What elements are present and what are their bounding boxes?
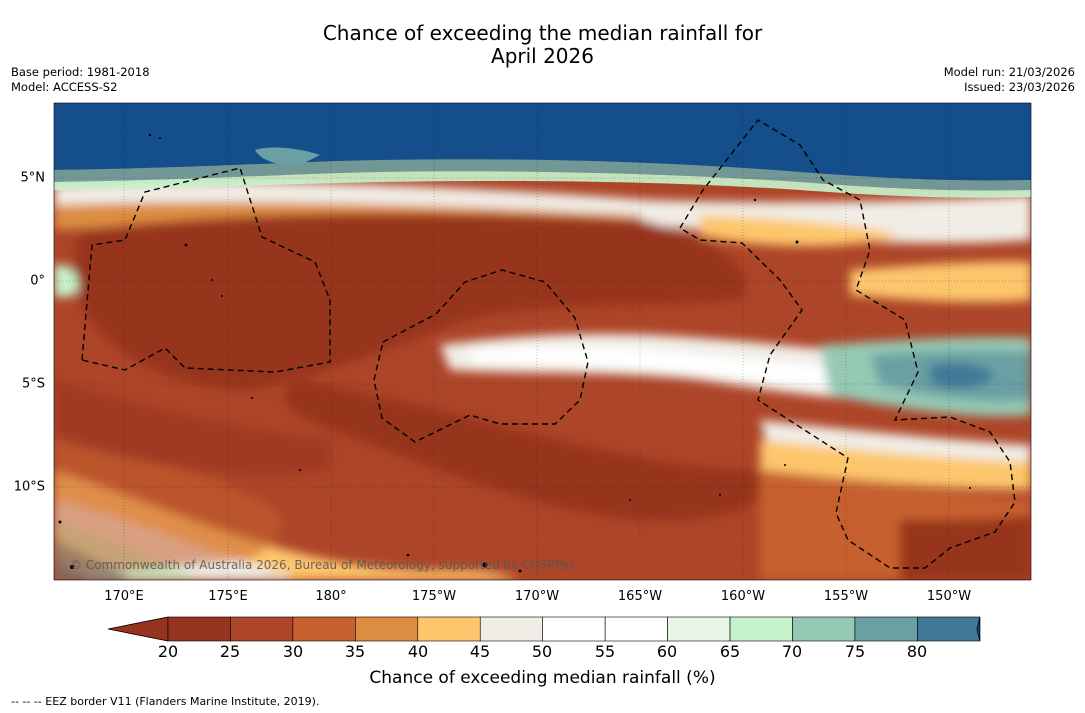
issued-text: Issued: 23/03/2026	[964, 80, 1075, 94]
x-tick-label: 165°W	[617, 589, 663, 604]
colorbar-segment	[667, 616, 731, 642]
colorbar-segment	[417, 616, 481, 642]
y-tick-label: 10°S	[13, 479, 45, 495]
y-tick-label: 5°N	[20, 170, 46, 186]
map-frame	[53, 102, 1032, 581]
x-tick-label: 170°E	[104, 589, 144, 604]
colorbar-tick-label: 20	[157, 642, 179, 661]
colorbar-over-arrow	[976, 616, 981, 642]
y-tick-label: 5°S	[21, 376, 45, 392]
colorbar-segment	[604, 616, 668, 642]
x-tick-label: 170°W	[514, 589, 560, 604]
colorbar-segment	[167, 616, 231, 642]
colorbar-segment	[292, 616, 356, 642]
x-tick-label: 180°	[315, 589, 347, 604]
eez-borders	[81, 119, 1016, 569]
colorbar-tick-label: 45	[469, 642, 491, 661]
copyright-text: © Commonwealth of Australia 2026, Bureau…	[70, 558, 576, 572]
rainfall-field	[54, 180, 1031, 580]
model-run-text: Model run: 21/03/2026	[943, 65, 1075, 79]
meta-right: Model run: 21/03/2026 Issued: 23/03/2026	[944, 65, 1075, 95]
colorbar-segment	[230, 616, 294, 642]
eez-footnote: -- -- -- EEZ border V11 (Flanders Marine…	[11, 695, 320, 708]
x-tick-label: 150°W	[926, 589, 972, 604]
colorbar-tick-label: 50	[531, 642, 553, 661]
title-line-1: Chance of exceeding the median rainfall …	[322, 21, 763, 45]
colorbar-tick-label: 60	[656, 642, 678, 661]
graticule	[54, 103, 1031, 580]
colorbar-tick-label: 40	[407, 642, 429, 661]
colorbar-tick-label: 30	[282, 642, 304, 661]
colorbar-segment	[917, 616, 981, 642]
colorbar-segment	[854, 616, 918, 642]
model-text: Model: ACCESS-S2	[11, 80, 118, 94]
colorbar-tick-label: 70	[781, 642, 803, 661]
colorbar-segment	[792, 616, 856, 642]
base-period-text: Base period: 1981-2018	[11, 65, 150, 79]
colorbar-tick-label: 75	[844, 642, 866, 661]
colorbar-segment	[355, 616, 419, 642]
colorbar-segment	[479, 616, 544, 642]
colorbar-under-arrow	[107, 616, 169, 642]
colorbar-tick-label: 65	[719, 642, 741, 661]
colorbar-tick-label: 25	[219, 642, 241, 661]
map-title: Chance of exceeding the median rainfall …	[0, 22, 1085, 68]
colorbar-tick-label: 80	[906, 642, 928, 661]
title-line-2: April 2026	[491, 44, 594, 68]
islands	[58, 133, 971, 573]
colorbar-tick-label: 55	[594, 642, 616, 661]
colorbar-segment	[729, 616, 793, 642]
colorbar-segment	[542, 616, 606, 642]
x-tick-label: 155°W	[823, 589, 869, 604]
colorbar-title: Chance of exceeding median rainfall (%)	[369, 668, 716, 688]
x-tick-label: 175°W	[411, 589, 457, 604]
colorbar	[107, 616, 981, 642]
x-tick-label: 160°W	[720, 589, 766, 604]
x-tick-label: 175°E	[208, 589, 248, 604]
colorbar-tick-label: 35	[344, 642, 366, 661]
meta-left: Base period: 1981-2018 Model: ACCESS-S2	[11, 65, 150, 95]
y-tick-label: 0°	[30, 273, 45, 289]
map-panel	[54, 103, 1031, 580]
